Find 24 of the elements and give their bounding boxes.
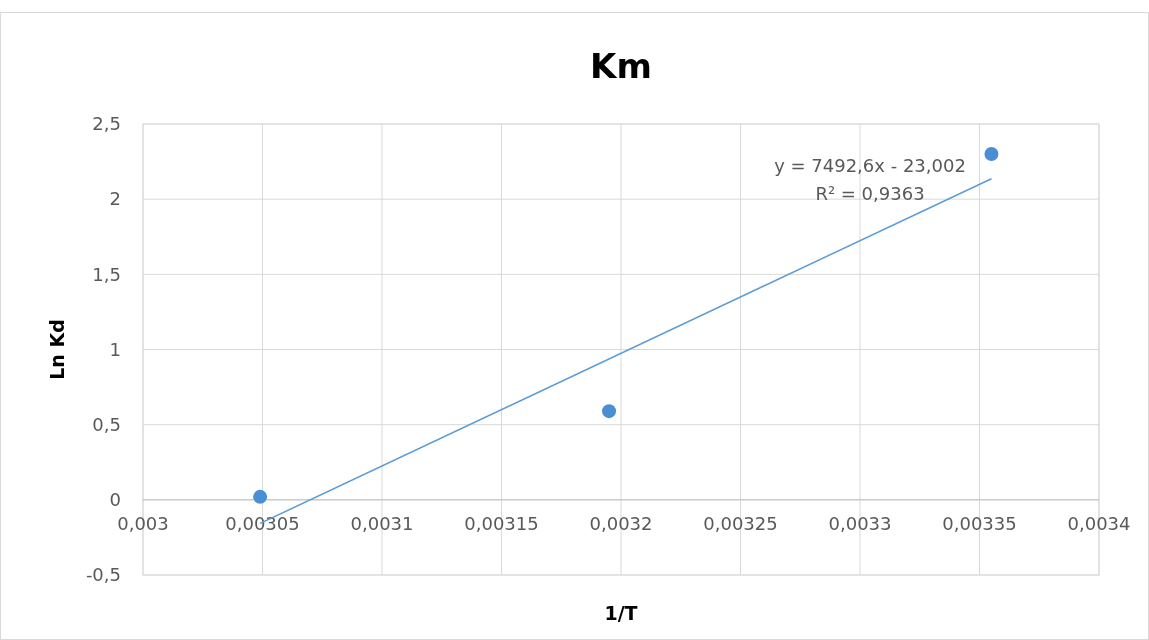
annotation: R² = 0,9363 <box>815 183 925 204</box>
x-tick-label: 0,00325 <box>703 512 778 534</box>
y-tick-label: 2 <box>109 188 121 210</box>
x-tick-label: 0,0031 <box>350 512 414 534</box>
point <box>984 147 999 162</box>
y-tick-label: 1 <box>109 338 121 360</box>
y-axis-title: Ln Kd <box>46 319 68 380</box>
y-tick-label: 0 <box>109 489 121 511</box>
y-tick-label: 2,5 <box>92 113 121 135</box>
x-tick-label: 0,00305 <box>225 512 300 534</box>
point <box>602 404 617 419</box>
x-tick-label: 0,0033 <box>828 512 892 534</box>
y-tick-label: -0,5 <box>85 564 121 586</box>
y-tick-label: 1,5 <box>92 263 121 285</box>
chart-title: Km <box>590 46 652 86</box>
annotation: y = 7492,6x - 23,002 <box>774 155 966 176</box>
x-tick-label: 0,0034 <box>1067 512 1131 534</box>
x-tick-label: 0,00315 <box>464 512 539 534</box>
y-tick-label: 0,5 <box>92 413 121 435</box>
x-tick-label: 0,00335 <box>942 512 1017 534</box>
x-axis-title: 1/T <box>604 602 638 624</box>
x-tick-label: 0,003 <box>117 512 169 534</box>
point <box>253 489 268 504</box>
x-tick-label: 0,0032 <box>589 512 653 534</box>
